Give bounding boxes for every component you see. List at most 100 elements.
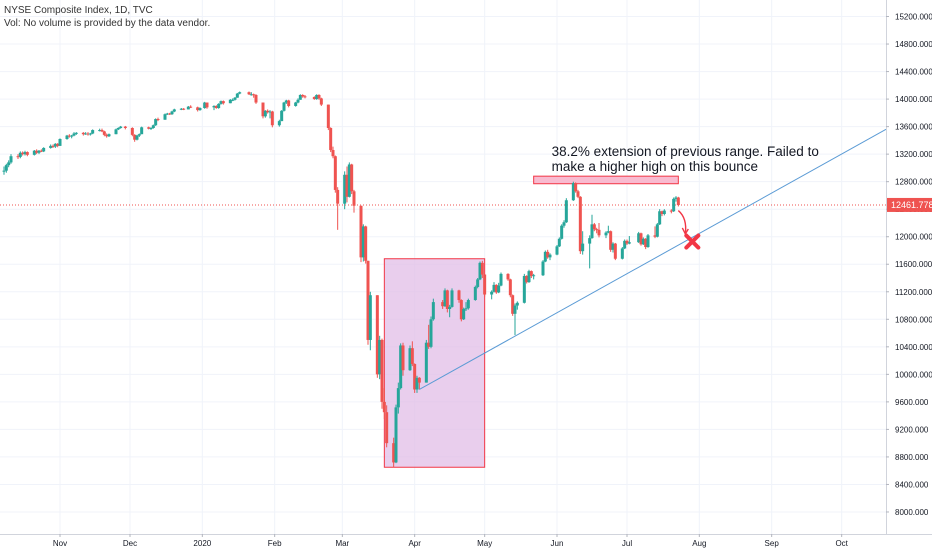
candle — [473, 285, 477, 301]
candle — [604, 231, 608, 239]
candle-body — [401, 345, 405, 371]
candle-body — [490, 291, 494, 295]
time-tick-label: Jun — [551, 539, 564, 548]
candle — [429, 316, 433, 349]
candle — [331, 146, 335, 159]
candle-body — [119, 126, 123, 128]
candle — [249, 92, 253, 96]
candle-body — [37, 150, 41, 153]
candle-body — [515, 302, 519, 306]
candle-body — [4, 165, 8, 171]
candle — [294, 101, 298, 107]
candle — [58, 138, 62, 146]
candle — [427, 324, 431, 349]
candle — [319, 97, 323, 106]
candle-body — [627, 242, 631, 244]
candle-body — [364, 226, 368, 261]
candle-body — [333, 156, 337, 190]
price-tick-label: 8800.000 — [895, 453, 929, 462]
candle — [16, 154, 20, 159]
candle-body — [84, 133, 88, 135]
time-tick-label: Feb — [268, 539, 282, 548]
candle-body — [595, 229, 599, 231]
candle — [627, 236, 631, 245]
candle-body — [399, 345, 403, 389]
candle-body — [646, 235, 650, 248]
price-axis[interactable]: 8000.000 8400.000 8800.000 9200.000 9600.000… — [886, 0, 932, 550]
candle-body — [282, 102, 286, 111]
candle — [214, 105, 218, 109]
candle-body — [352, 191, 356, 206]
candle-body — [620, 248, 624, 259]
candle-body — [506, 273, 510, 280]
candle-body — [392, 443, 396, 463]
candle-body — [32, 150, 36, 155]
candle-body — [532, 275, 536, 277]
candle-body — [270, 111, 274, 126]
candle-body — [625, 240, 629, 244]
candle-body — [221, 101, 225, 104]
candle — [9, 154, 13, 164]
candle-body — [298, 94, 302, 100]
price-tick-label: 11600.000 — [895, 260, 932, 269]
price-axis-background — [886, 0, 932, 550]
candle-body — [25, 152, 29, 155]
price-tick-label: 9600.000 — [895, 398, 929, 407]
candle — [546, 249, 550, 259]
candle — [51, 144, 55, 148]
time-tick-label: 2020 — [193, 539, 211, 548]
candle-body — [548, 254, 552, 258]
candle — [147, 126, 151, 130]
time-axis[interactable]: Nov Dec 2020 Feb Mar Apr May Jun Jul Aug Sep Oct — [0, 534, 932, 550]
candle-body — [58, 139, 62, 146]
candle — [476, 278, 480, 289]
candle-body — [574, 183, 578, 192]
candle — [620, 247, 624, 260]
candle — [135, 134, 139, 141]
candle-body — [42, 147, 46, 152]
candle — [564, 198, 568, 223]
candle — [548, 253, 552, 261]
candle — [366, 260, 370, 345]
candle — [231, 98, 235, 102]
candle-body — [130, 127, 134, 135]
candle-body — [604, 232, 608, 236]
candle — [84, 132, 88, 135]
candle-body — [266, 110, 270, 113]
chart-title: NYSE Composite Index, 1D, TVC — [4, 5, 153, 16]
candle-body — [462, 308, 466, 320]
time-tick-label: Aug — [692, 539, 706, 548]
candle-body — [49, 145, 53, 148]
candle-body — [347, 164, 351, 197]
price-tick-label: 12000.000 — [895, 233, 932, 242]
candle — [606, 225, 610, 234]
candle-body — [254, 94, 258, 103]
candle — [151, 124, 155, 129]
candle — [597, 222, 601, 238]
candle-body — [522, 275, 526, 303]
target-band-rectangle[interactable] — [533, 175, 679, 185]
candle — [494, 284, 498, 294]
candle — [326, 104, 330, 131]
trendline[interactable] — [419, 128, 887, 390]
candle — [653, 226, 657, 239]
candle — [4, 163, 8, 173]
candle-body — [564, 200, 568, 223]
candle — [198, 107, 202, 111]
annotation-text-line-1[interactable]: 38.2% extension of previous range. Faile… — [552, 144, 819, 159]
candle — [133, 134, 137, 142]
time-tick-label: Mar — [335, 539, 349, 548]
candle — [660, 210, 664, 217]
candle — [254, 94, 258, 104]
annotation-text-line-2[interactable]: make a higher high on this bounce — [552, 159, 758, 174]
candle — [378, 335, 382, 380]
candle-body — [606, 231, 610, 233]
candle — [25, 151, 29, 157]
candle-body — [149, 127, 153, 129]
candle — [23, 150, 27, 156]
candle — [336, 187, 340, 230]
candle — [170, 110, 174, 115]
candle — [555, 244, 559, 256]
candle-body — [378, 339, 382, 375]
